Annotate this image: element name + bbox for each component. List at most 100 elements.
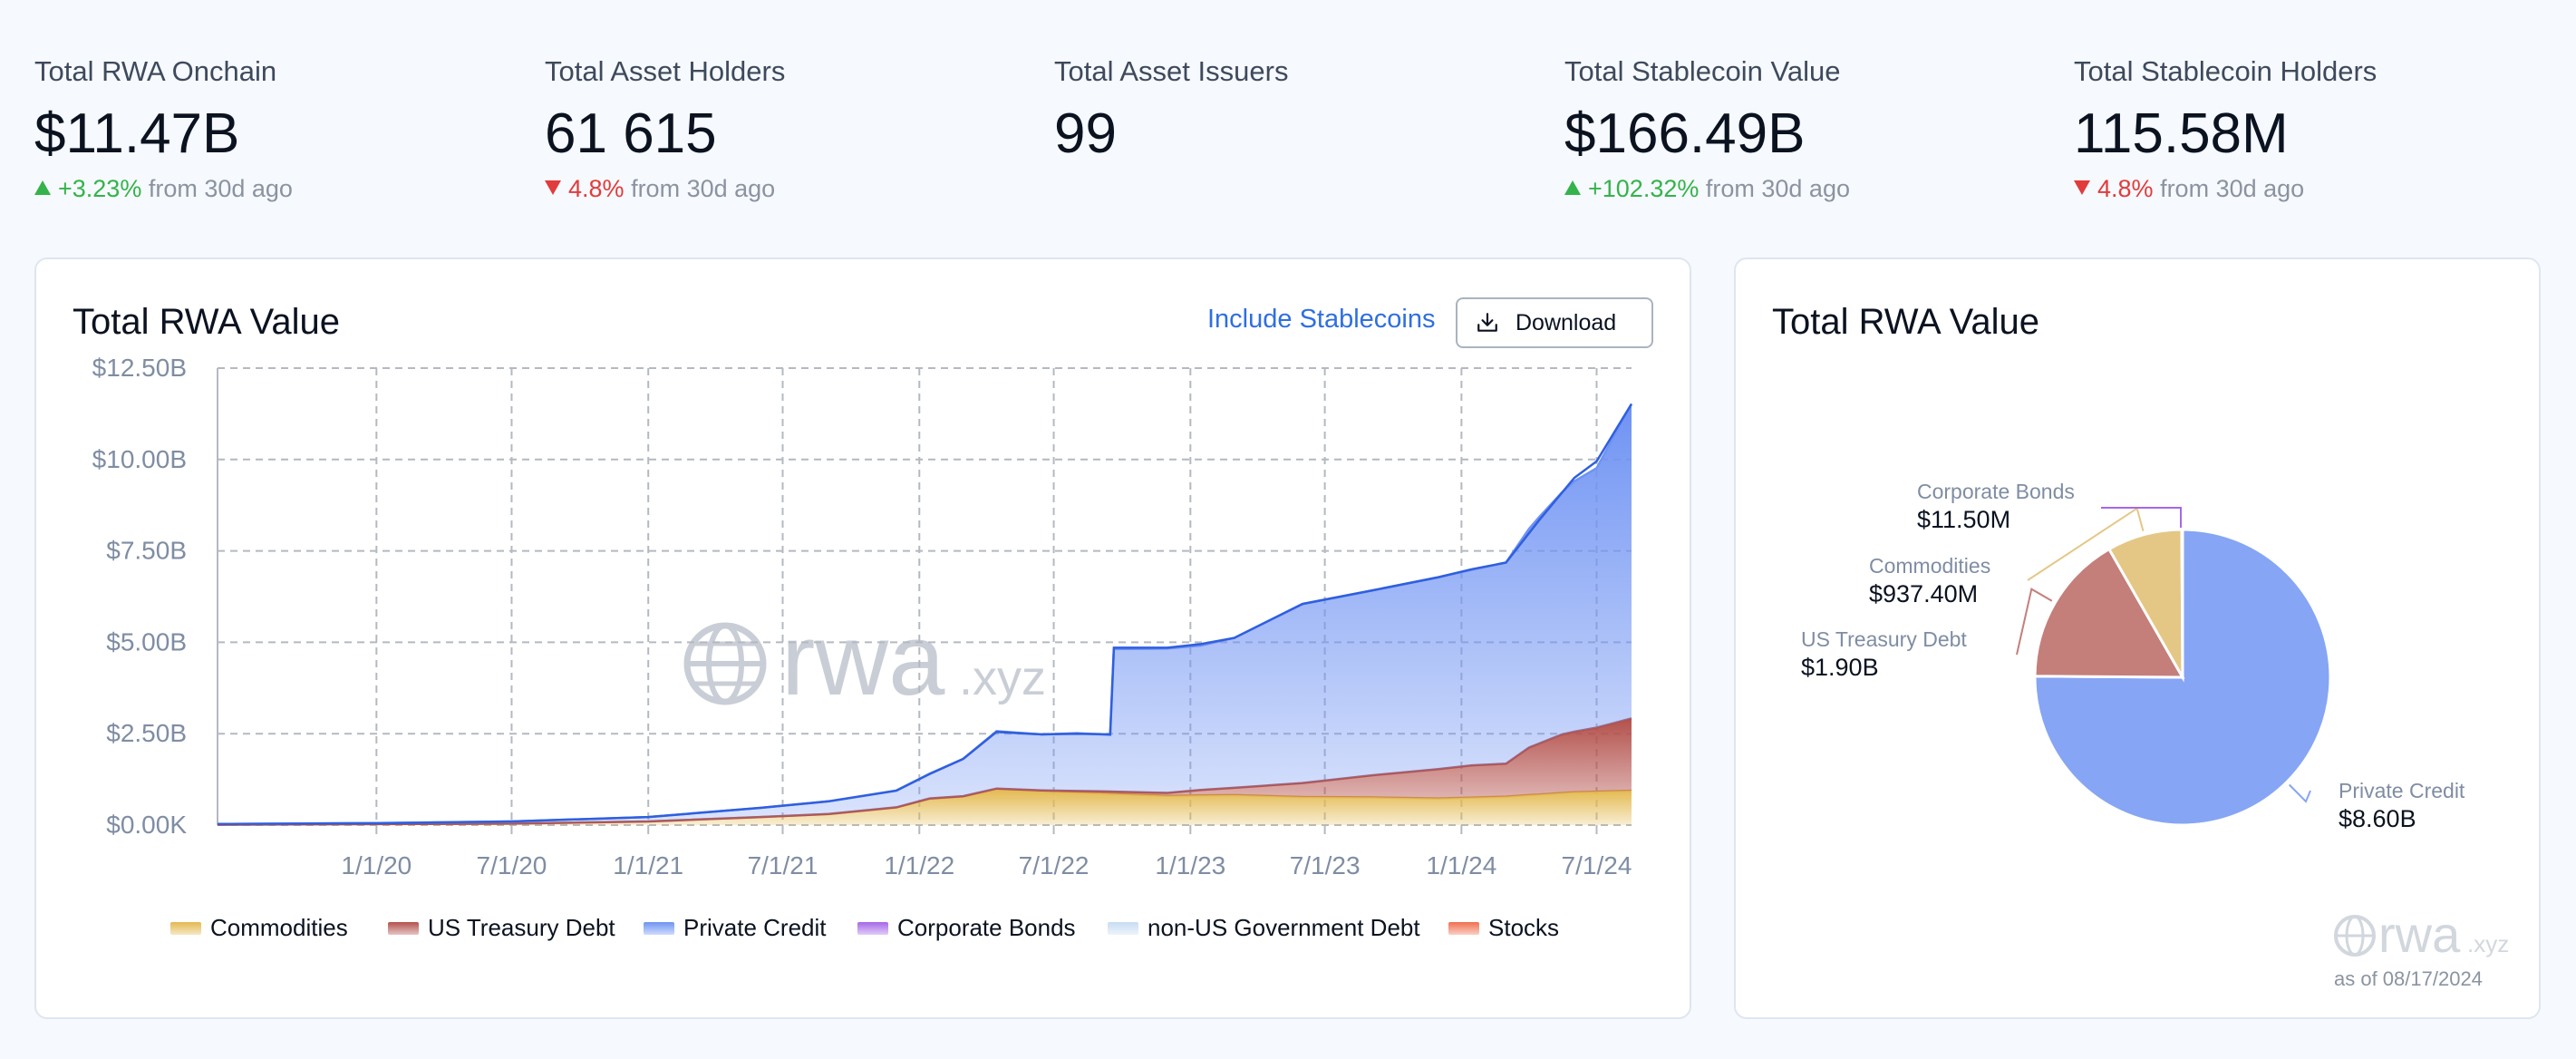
up-arrow-icon [1564,180,1581,195]
stat-value: 61 615 [545,102,717,165]
area-chart: rwa .xyz $0.00K $2.50B $5.00B $7.50B $10.00B… [92,354,1633,879]
change-percent: 4.8% [568,175,625,202]
change-suffix: from 30d ago [1705,175,1850,202]
stats-row: Total RWA Onchain $11.47B +3.23% from 30… [34,53,2554,216]
pie-slice-value: $11.50M [1917,506,2010,533]
pie-slice-name: US Treasury Debt [1801,627,1967,651]
stat-total-rwa-onchain: Total RWA Onchain $11.47B +3.23% from 30… [34,53,506,205]
legend-swatch [857,921,888,935]
x-tick-label: 1/1/22 [884,851,954,879]
download-label: Download [1516,309,1617,335]
legend-item-corporate-bonds[interactable]: Corporate Bonds [857,914,1076,942]
legend-item-commodities[interactable]: Commodities [170,914,348,942]
legend-swatch [388,921,419,935]
pie-chart: Private Credit $8.60B US Treasury Debt $1.9… [1801,480,2509,963]
legend-item-private-credit[interactable]: Private Credit [644,914,827,942]
change-suffix: from 30d ago [148,175,293,202]
stat-label: Total Asset Issuers [1054,55,1289,87]
pie-slice-private-credit[interactable] [2033,528,2332,827]
change-percent: +102.32% [1588,175,1700,202]
stat-value: $166.49B [1564,102,1806,165]
x-tick-label: 1/1/21 [613,851,683,879]
card-title: Total RWA Value [73,302,340,342]
up-arrow-icon [34,180,51,195]
stat-label: Total Asset Holders [545,55,786,87]
as-of-date: as of 08/17/2024 [2334,967,2483,990]
legend-swatch [170,921,201,935]
y-tick-label: $0.00K [106,811,187,839]
x-tick-label: 1/1/24 [1426,851,1496,879]
legend-label: non-US Government Debt [1148,914,1420,941]
down-arrow-icon [2074,180,2090,195]
legend-label: Corporate Bonds [897,914,1076,941]
legend-label: Private Credit [683,914,827,941]
down-arrow-icon [545,180,561,195]
stat-total-stablecoin-holders: Total Stablecoin Holders 115.58M 4.8% fr… [2074,53,2545,205]
pie-leader-line [2016,588,2053,656]
x-tick-label: 7/1/24 [1562,851,1632,879]
y-tick-label: $7.50B [106,537,187,565]
y-tick-label: $2.50B [106,719,187,747]
include-stablecoins-button[interactable]: Include Stablecoins [1207,305,1436,334]
y-tick-label: $5.00B [106,627,187,656]
x-tick-label: 7/1/20 [477,851,547,879]
stat-label: Total Stablecoin Value [1564,55,1841,87]
x-tick-label: 1/1/20 [341,851,412,879]
legend-swatch [644,921,674,935]
stat-change: 4.8% from 30d ago [545,172,1016,205]
area-series-commodities[interactable] [218,789,1632,826]
x-tick-label: 1/1/23 [1155,851,1225,879]
area-chart-card: Total RWA Value Include Stablecoins Down… [34,257,1691,1019]
x-tick-label: 7/1/23 [1290,851,1361,879]
y-tick-label: $12.50B [92,354,187,382]
stat-change: 4.8% from 30d ago [2074,172,2545,205]
change-suffix: from 30d ago [631,175,776,202]
x-tick-label: 7/1/22 [1019,851,1089,879]
stat-value: 99 [1054,102,1117,165]
x-tick-label: 7/1/21 [748,851,818,879]
legend-label: Commodities [210,914,348,941]
stat-total-asset-issuers: Total Asset Issuers 99 [1054,53,1525,169]
legend-label: US Treasury Debt [428,914,615,941]
legend-swatch [1108,921,1138,935]
watermark-suffix: .xyz [959,651,1046,705]
download-button[interactable]: Download [1456,297,1653,348]
pie-leader-line [2288,783,2311,803]
pie-slice-us-treasury-debt[interactable] [2033,547,2185,679]
rwa-watermark: rwa .xyz [683,603,1046,716]
legend-item-stocks[interactable]: Stocks [1448,914,1559,942]
stat-total-stablecoin-value: Total Stablecoin Value $166.49B +102.32%… [1564,53,2036,205]
pie-chart-card: Total RWA Value Private Credit $8.60B US T… [1734,257,2541,1019]
legend-label: Stocks [1488,914,1560,941]
change-percent: +3.23% [58,175,142,202]
watermark-text: rwa [781,603,945,716]
stat-change: +3.23% from 30d ago [34,172,506,205]
pie-slice-value: $937.40M [1869,580,1978,607]
rwa-watermark: rwa .xyz [2334,906,2509,963]
y-tick-label: $10.00B [92,445,187,473]
stat-value: 115.58M [2074,102,2289,165]
pie-leader-line [2101,507,2182,528]
pie-slice-corporate-bonds[interactable] [2180,528,2184,678]
pie-slice-name: Corporate Bonds [1917,480,2075,503]
stat-total-asset-holders: Total Asset Holders 61 615 4.8% from 30d… [545,53,1016,205]
legend-item-non-us-government-debt[interactable]: non-US Government Debt [1108,914,1420,942]
change-percent: 4.8% [2097,175,2154,202]
stat-label: Total Stablecoin Holders [2074,55,2377,87]
pie-slice-name: Commodities [1869,554,1990,578]
card-title: Total RWA Value [1772,302,2039,342]
pie-slice-name: Private Credit [2339,779,2465,802]
total-line [217,403,1633,826]
pie-slice-value: $1.90B [1801,654,1879,681]
watermark-text: rwa [2378,906,2461,963]
stat-label: Total RWA Onchain [34,55,277,87]
stat-value: $11.47B [34,102,240,165]
change-suffix: from 30d ago [2160,175,2305,202]
stat-change: +102.32% from 30d ago [1564,172,2036,205]
pie-slice-value: $8.60B [2339,805,2416,832]
legend-item-us-treasury-debt[interactable]: US Treasury Debt [388,914,615,942]
download-icon [1477,313,1497,332]
area-series-private-credit[interactable] [218,403,1632,825]
legend-swatch [1448,921,1479,935]
watermark-suffix: .xyz [2467,930,2509,957]
